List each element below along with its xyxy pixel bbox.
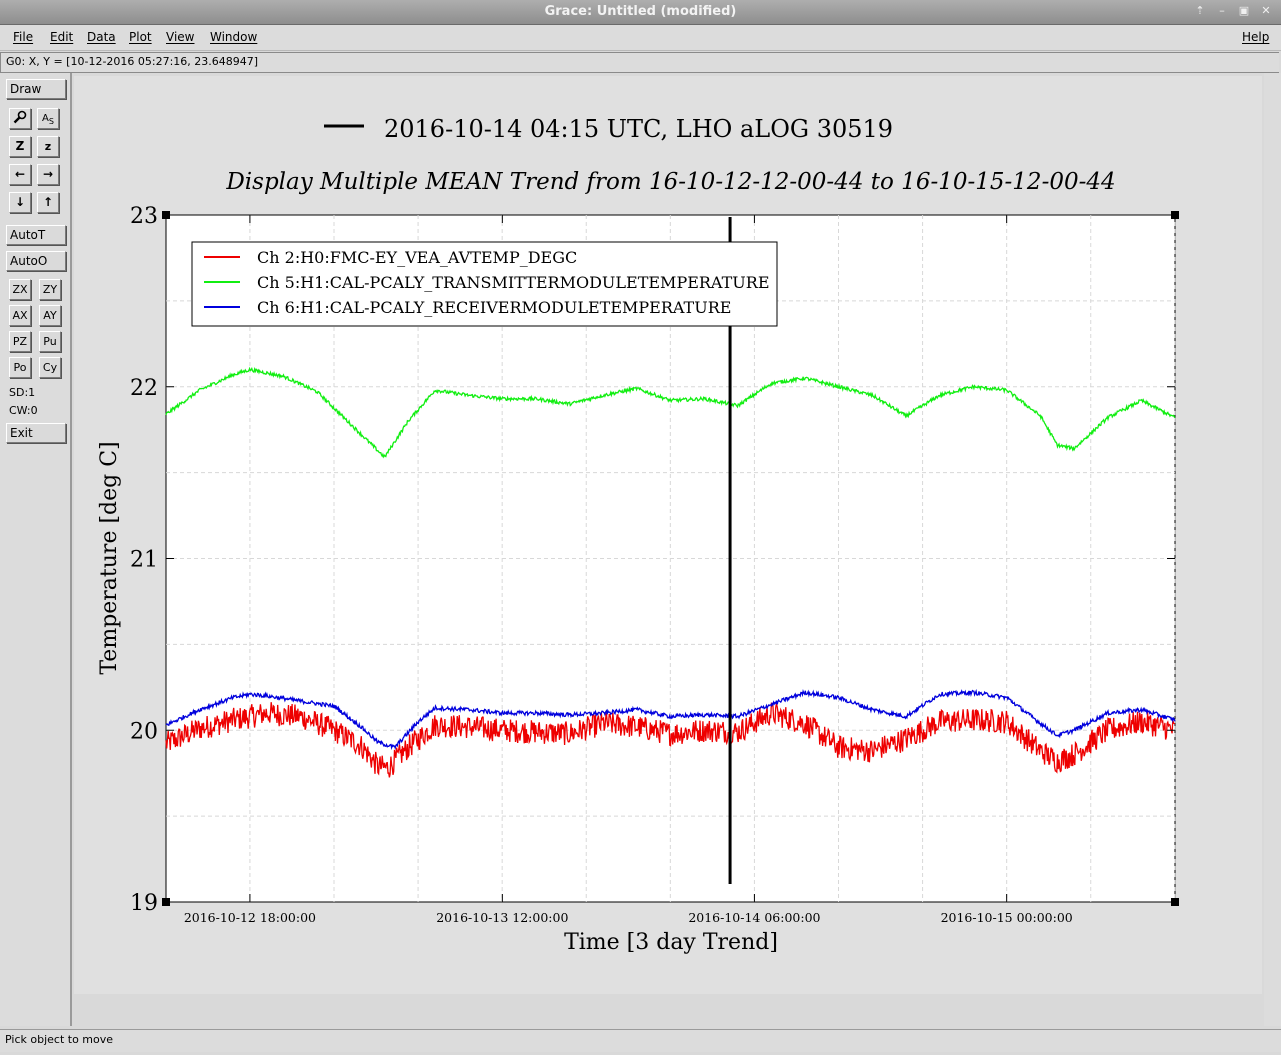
- tool-panel: Draw AS Z z ← → ↓ ↑ AutoT AutoO ZX ZY AX…: [0, 73, 72, 1026]
- scroll-down-icon[interactable]: ↓: [9, 192, 31, 213]
- zoom-icon[interactable]: [9, 108, 31, 129]
- menu-view[interactable]: View: [166, 30, 195, 44]
- autoo-button[interactable]: AutoO: [6, 251, 66, 271]
- ax-button[interactable]: AX: [9, 305, 31, 326]
- exit-button[interactable]: Exit: [6, 423, 66, 443]
- maximize-icon[interactable]: ▣: [1238, 4, 1250, 17]
- window-title: Grace: Untitled (modified): [544, 4, 737, 19]
- menu-data[interactable]: Data: [87, 30, 116, 44]
- minimize-icon[interactable]: –: [1219, 4, 1225, 17]
- legend-label-1: Ch 2:H0:FMC-EY_VEA_AVTEMP_DEGC: [257, 248, 577, 267]
- axis-ticks: 19 20 21 22 23 2016-10-12 18:00:00 2016-10-13 …: [130, 204, 1175, 925]
- x-tick-label: 2016-10-15 00:00:00: [941, 910, 1073, 925]
- menu-plot[interactable]: Plot: [129, 30, 152, 44]
- menu-edit[interactable]: Edit: [50, 30, 74, 44]
- cy-button[interactable]: Cy: [39, 357, 61, 378]
- autot-button-label: AutoT: [10, 228, 46, 242]
- legend-box: [191, 241, 778, 327]
- y-tick-label: 21: [130, 548, 158, 573]
- zoom-in-small-icon[interactable]: z: [37, 136, 59, 157]
- annotation[interactable]: 2016-10-14 04:15 UTC, LHO aLOG 30519: [324, 115, 893, 884]
- chart-title[interactable]: Display Multiple MEAN Trend from 16-10-1…: [225, 169, 1115, 195]
- series-line-1: [165, 702, 1175, 778]
- series-line-3: [165, 688, 1176, 751]
- menu-help[interactable]: Help: [1242, 30, 1270, 44]
- locator-readout: G0: X, Y = [10-12-2016 05:27:16, 23.6489…: [6, 55, 259, 68]
- legend-label-2: Ch 5:H1:CAL-PCALY_TRANSMITTERMODULETEMPE…: [257, 273, 770, 292]
- selection-handle: [162, 898, 170, 906]
- menu-bar: File Edit Data Plot View Window Help: [0, 25, 1281, 51]
- x-tick-label: 2016-10-13 12:00:00: [436, 910, 568, 925]
- sd-label: SD:1: [9, 386, 36, 399]
- zy-button[interactable]: ZY: [39, 279, 61, 300]
- draw-button[interactable]: Draw: [6, 79, 66, 99]
- cw-label: CW:0: [9, 404, 38, 417]
- plot-canvas[interactable]: 2016-10-14 04:15 UTC, LHO aLOG 30519 19 2…: [74, 76, 1262, 994]
- series-line-2: [165, 366, 1176, 459]
- y-tick-label: 20: [130, 719, 158, 744]
- x-tick-label: 2016-10-14 06:00:00: [688, 910, 820, 925]
- selection-handles[interactable]: [162, 211, 1179, 906]
- restore-icon[interactable]: ⇡: [1195, 4, 1205, 17]
- scroll-up-icon[interactable]: ↑: [37, 192, 59, 213]
- legend[interactable]: Ch 2:H0:FMC-EY_VEA_AVTEMP_DEGC Ch 5:H1:CA…: [191, 241, 778, 327]
- series-lines: [165, 366, 1176, 778]
- selection-handle: [162, 211, 170, 219]
- exit-button-label: Exit: [10, 426, 33, 440]
- pu-button[interactable]: Pu: [39, 331, 61, 352]
- y-tick-label: 19: [130, 891, 158, 916]
- locator-bar: G0: X, Y = [10-12-2016 05:27:16, 23.6489…: [0, 52, 1279, 73]
- x-tick-label: 2016-10-12 18:00:00: [184, 910, 316, 925]
- po-button[interactable]: Po: [9, 357, 31, 378]
- y-tick-label: 23: [130, 204, 158, 229]
- annotation-label: 2016-10-14 04:15 UTC, LHO aLOG 30519: [384, 115, 893, 143]
- autoscale-text-icon[interactable]: AS: [37, 108, 59, 129]
- y-tick-label: 22: [130, 376, 158, 401]
- vertical-scrollbar[interactable]: [1264, 73, 1281, 1026]
- menu-window[interactable]: Window: [210, 30, 258, 44]
- close-icon[interactable]: ✕: [1261, 4, 1271, 17]
- zoom-out-large-icon[interactable]: Z: [9, 136, 31, 157]
- ay-button[interactable]: AY: [39, 305, 61, 326]
- pz-button[interactable]: PZ: [9, 331, 31, 352]
- scroll-left-icon[interactable]: ←: [9, 164, 31, 185]
- autoo-button-label: AutoO: [10, 254, 48, 268]
- selection-handle: [1171, 211, 1179, 219]
- window-titlebar[interactable]: Grace: Untitled (modified) ⇡ – ▣ ✕: [0, 0, 1281, 25]
- status-bar: Pick object to move: [0, 1029, 1281, 1052]
- selection-handle: [1171, 898, 1179, 906]
- legend-label-3: Ch 6:H1:CAL-PCALY_RECEIVERMODULETEMPERAT…: [257, 298, 731, 317]
- zx-button[interactable]: ZX: [9, 279, 31, 300]
- x-axis-label[interactable]: Time [3 day Trend]: [564, 930, 778, 955]
- autot-button[interactable]: AutoT: [6, 225, 66, 245]
- status-text: Pick object to move: [5, 1033, 114, 1046]
- canvas-area[interactable]: 2016-10-14 04:15 UTC, LHO aLOG 30519 19 2…: [74, 76, 1262, 994]
- scroll-right-icon[interactable]: →: [37, 164, 59, 185]
- draw-button-label: Draw: [10, 82, 42, 96]
- y-axis-label[interactable]: Temperature [deg C]: [97, 441, 122, 674]
- menu-file[interactable]: File: [13, 30, 34, 44]
